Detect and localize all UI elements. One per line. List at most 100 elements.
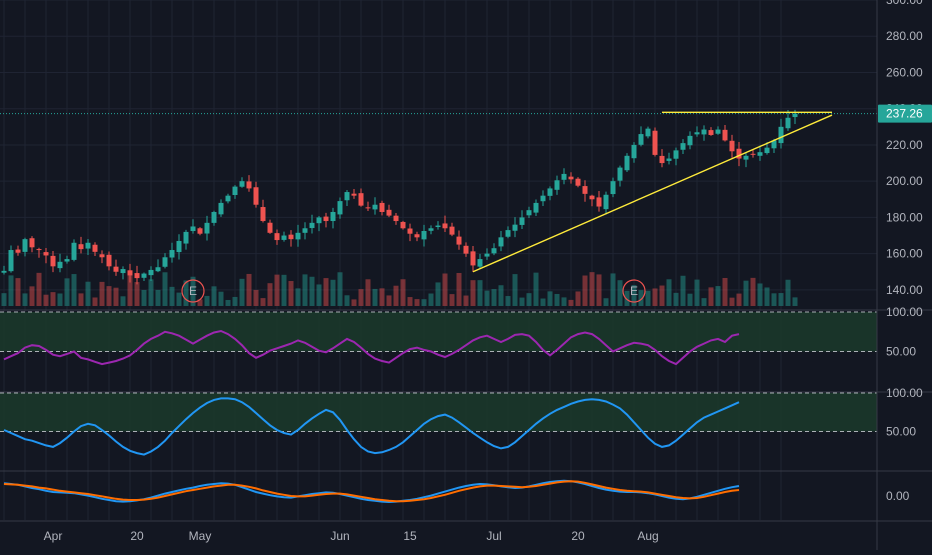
candle-body <box>743 155 749 160</box>
volume-bar <box>246 273 252 306</box>
last-price-tag-background <box>878 104 932 123</box>
candle-body <box>638 134 644 145</box>
candle-body <box>715 129 721 134</box>
volume-bar <box>288 281 294 306</box>
candle-body <box>330 211 336 222</box>
candle-body <box>113 266 119 272</box>
candle-body <box>659 155 665 164</box>
volume-bar <box>120 296 126 306</box>
candle-body <box>36 249 42 251</box>
grid-layer <box>0 0 877 520</box>
candle-body <box>85 242 91 249</box>
candle-body <box>295 232 301 240</box>
candle-body <box>190 226 196 232</box>
candle-body <box>309 222 315 229</box>
candle-body <box>372 204 378 210</box>
last-price-value: 237.26 <box>886 107 923 121</box>
candle-body <box>554 180 560 190</box>
volume-bar <box>274 274 280 306</box>
volume-bar <box>414 299 420 306</box>
candle-body <box>785 117 791 129</box>
earnings-marker-label: E <box>630 284 638 298</box>
price-axis[interactable]: 50.00 100.00 50.00 100.00 0.00 140.00 160.00 18… <box>886 0 923 503</box>
volume-bar <box>687 293 693 306</box>
volume-bar <box>372 288 378 306</box>
volume-bar <box>582 275 588 306</box>
macd-pane[interactable] <box>3 479 740 504</box>
axis-tick-label: 50.00 <box>886 425 916 439</box>
volume-bar <box>589 272 595 306</box>
volume-bar <box>211 286 217 306</box>
volume-bar <box>36 272 42 306</box>
volume-bar <box>309 276 315 306</box>
ascending-trendline[interactable] <box>472 114 833 273</box>
price-tick-label: 280.00 <box>886 29 923 43</box>
drawings[interactable] <box>0 111 877 273</box>
volume-bar <box>316 284 322 306</box>
volume-bar <box>624 290 630 306</box>
candle-body <box>211 211 217 223</box>
price-tick-label: 200.00 <box>886 174 923 188</box>
candle-body <box>106 254 112 267</box>
volume-bar <box>85 281 91 306</box>
candle-body <box>239 181 245 187</box>
volume-bar <box>680 275 686 306</box>
candle-body <box>526 210 532 216</box>
candle-body <box>491 248 497 254</box>
volume-bar <box>540 298 546 306</box>
candle-body <box>225 195 231 202</box>
volume-bar <box>78 293 84 306</box>
candle-body <box>22 239 28 252</box>
volume-bar <box>197 299 203 306</box>
earnings-marker[interactable] <box>181 279 205 303</box>
volume-bar <box>645 290 651 306</box>
candle-body <box>498 237 504 247</box>
time-tick-label: Aug <box>637 529 658 543</box>
volume-bar <box>736 293 742 306</box>
time-axis[interactable]: Apr 20 May Jun 15 Jul 20 Aug <box>44 529 659 543</box>
candle-body <box>631 144 637 159</box>
volume-bar <box>106 286 112 306</box>
candle-body <box>624 155 630 171</box>
candle-body <box>204 222 210 234</box>
candle-body <box>337 201 343 215</box>
volume-bar <box>267 283 273 306</box>
candle-body <box>645 128 651 137</box>
rsi-pane[interactable] <box>0 311 877 366</box>
volume-bar <box>547 291 553 306</box>
volume-bar <box>477 280 483 306</box>
volume-bar <box>694 279 700 306</box>
candle-body <box>652 130 658 155</box>
candle-body <box>281 235 287 240</box>
volume-bar <box>596 274 602 306</box>
volume-bar <box>64 278 70 306</box>
candle-body <box>722 129 728 141</box>
candle-body <box>428 228 434 231</box>
candle-body <box>134 273 140 279</box>
earnings-marker[interactable] <box>622 279 646 303</box>
volume-bar <box>183 280 189 306</box>
candle-body <box>1 270 7 273</box>
volume-bar <box>351 299 357 306</box>
axis-tick-label: 50.00 <box>886 345 916 359</box>
candle-body <box>176 240 182 253</box>
candle-body <box>267 222 273 233</box>
candle-body <box>288 234 294 240</box>
volume-bar <box>512 274 518 306</box>
volume-bar <box>750 277 756 306</box>
volume-bar <box>225 299 231 306</box>
candle-body <box>470 251 476 266</box>
candle-body <box>414 234 420 238</box>
candle-body <box>442 223 448 229</box>
candle-body <box>127 270 133 276</box>
volume-bar <box>638 290 644 306</box>
stochastic-pane[interactable] <box>0 392 877 456</box>
candle-body <box>477 259 483 267</box>
volume-bar <box>190 276 196 306</box>
last-price-label: 237.26 <box>878 104 932 123</box>
